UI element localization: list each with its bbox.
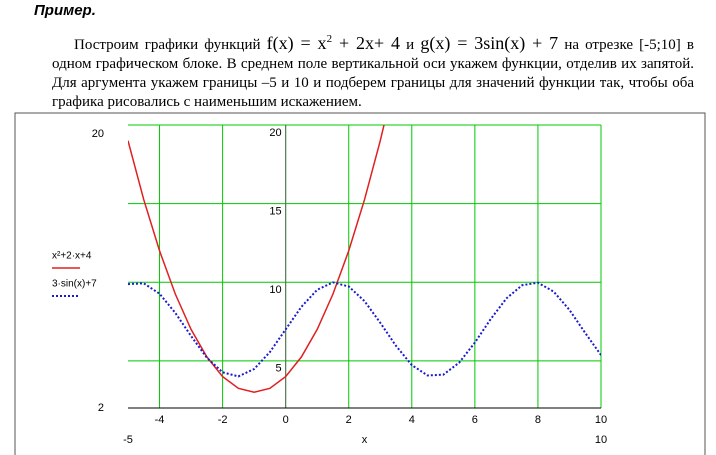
x-tick-label: 2 xyxy=(346,414,352,426)
formula-part: f(x) = x xyxy=(266,33,327,53)
y-tick-label: 10 xyxy=(269,284,281,296)
text: Построим графики функций xyxy=(74,37,261,53)
x-axis-label: x xyxy=(362,434,368,446)
x-tick-label: 0 xyxy=(283,414,289,426)
formula: f(x) = x2 + 2x+ 4 xyxy=(267,33,400,53)
frame xyxy=(14,112,706,455)
x-tick-label: 8 xyxy=(535,414,541,426)
series-line xyxy=(128,281,601,378)
x-tick-label: 6 xyxy=(472,414,478,426)
text: на отрезке [-5;10] в одном графическом б… xyxy=(52,37,695,110)
superscript: 2 xyxy=(326,33,333,45)
legend-label: x²+2·x+4 xyxy=(52,251,92,262)
x-tick-label: -4 xyxy=(155,414,165,426)
header-title: Пример. xyxy=(34,2,96,19)
y-tick-label: 15 xyxy=(269,206,281,218)
y-limit-label: 2 xyxy=(98,402,104,414)
y-tick-label: 20 xyxy=(269,127,281,139)
y-limit-label: 20 xyxy=(92,128,104,140)
series-line xyxy=(128,125,385,394)
paragraph: Построим графики функций f(x) = x2 + 2x+… xyxy=(52,30,694,112)
legend-label: 3·sin(x)+7 xyxy=(52,279,97,290)
formula: g(x) = 3sin(x) + 7 xyxy=(420,33,559,53)
x-limit-label: -5 xyxy=(123,434,133,446)
x-tick-label: -2 xyxy=(218,414,228,426)
x-tick-label: 4 xyxy=(409,414,415,426)
formula-part: + 2x+ 4 xyxy=(332,33,401,53)
x-tick-label: 10 xyxy=(595,414,607,426)
x-limit-label: 10 xyxy=(595,434,607,446)
y-tick-label: 5 xyxy=(276,363,282,375)
text: и xyxy=(406,37,415,53)
